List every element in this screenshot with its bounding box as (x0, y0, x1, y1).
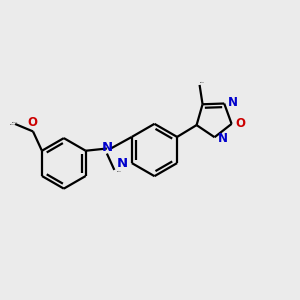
Text: methoxy: methoxy (10, 123, 16, 124)
Text: O: O (27, 116, 38, 129)
Text: methyl: methyl (117, 171, 122, 172)
Text: methoxy: methoxy (12, 121, 19, 122)
Text: N: N (117, 157, 128, 169)
Text: O: O (235, 117, 245, 130)
Text: N: N (218, 132, 227, 145)
Text: N: N (102, 141, 113, 154)
Text: methyl: methyl (200, 81, 205, 83)
Text: N: N (228, 96, 238, 109)
